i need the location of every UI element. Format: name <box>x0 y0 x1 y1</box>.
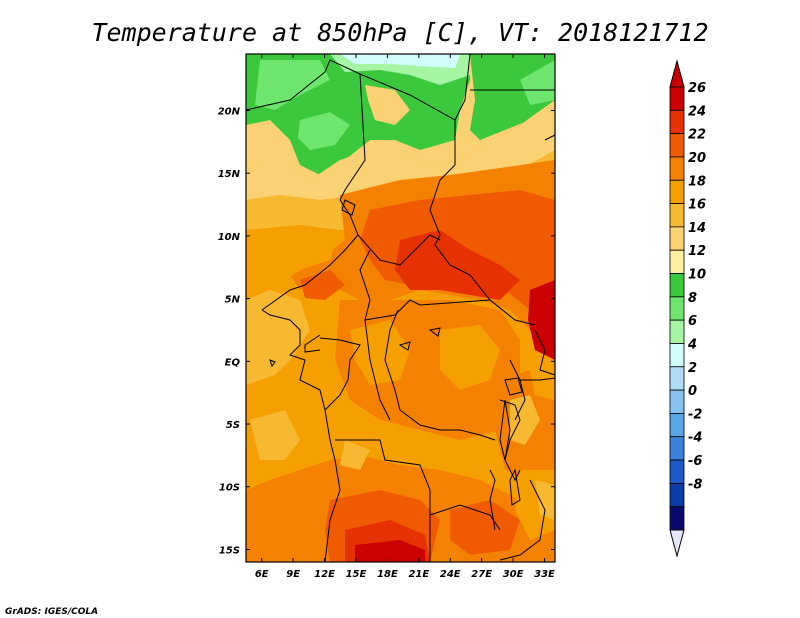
colorbar-label: 22 <box>688 128 706 143</box>
colorbar-swatch <box>669 273 685 298</box>
colorbar-label: -8 <box>688 477 702 492</box>
lon-tick-label: 15E <box>346 569 367 580</box>
lat-tick-label: 5N <box>225 295 241 306</box>
colorbar-over-triangle <box>669 59 685 88</box>
colorbar-label: 4 <box>687 337 697 352</box>
latitude-axis: 20N 15N 10N 5N EQ 5S 10S 15S <box>218 106 555 556</box>
lat-tick-label: 20N <box>218 106 241 117</box>
colorbar-swatch <box>669 296 685 321</box>
colorbar-label: 14 <box>688 221 706 236</box>
colorbar-label: 18 <box>688 174 706 189</box>
grads-credit: GrADS: IGES/COLA <box>5 607 98 617</box>
colorbar-label: 24 <box>688 104 706 119</box>
colorbar-swatch <box>669 413 685 438</box>
longitude-axis: 6E 9E 12E 15E 18E 21E 24E 27E 30E 33E <box>255 54 555 580</box>
colorbar-label: -6 <box>688 454 702 469</box>
colorbar-swatch <box>669 506 685 531</box>
colorbar-label: -2 <box>688 407 702 422</box>
lon-tick-label: 6E <box>255 569 269 580</box>
colorbar-label: 26 <box>688 81 706 96</box>
lakes <box>269 199 523 506</box>
colorbar-swatch <box>669 366 685 391</box>
colorbar-label: 20 <box>688 151 706 166</box>
colorbar-swatch <box>669 86 685 111</box>
colorbar-label: -4 <box>688 431 702 446</box>
lon-tick-label: 33E <box>534 569 555 580</box>
lat-tick-label: EQ <box>225 357 241 368</box>
colorbar-swatch <box>669 343 685 368</box>
colorbar-label: 2 <box>688 361 697 376</box>
colorbar-swatch <box>669 156 685 181</box>
colorbar-swatch <box>669 109 685 135</box>
colorbar-label: 8 <box>688 291 697 306</box>
colorbar-under-triangle <box>669 529 685 558</box>
lon-tick-label: 27E <box>471 569 492 580</box>
colorbar-swatch <box>669 459 685 484</box>
lon-tick-label: 21E <box>408 569 429 580</box>
lon-tick-label: 9E <box>286 569 300 580</box>
figure-title: Temperature at 850hPa [C], VT: 201812171… <box>91 18 708 47</box>
colorbar-label: 10 <box>688 268 706 283</box>
colorbar-swatch <box>669 482 685 508</box>
colorbar-swatch <box>669 319 685 344</box>
colorbar-swatch <box>669 389 685 414</box>
lon-tick-label: 18E <box>377 569 398 580</box>
colorbar-label: 16 <box>688 198 706 213</box>
lon-tick-label: 30E <box>503 569 524 580</box>
colorbar-swatch <box>669 226 685 251</box>
colorbar-swatch <box>669 133 685 158</box>
lon-tick-label: 12E <box>314 569 335 580</box>
colorbar-swatch <box>669 179 685 204</box>
lat-tick-label: 10S <box>219 483 240 494</box>
country-borders <box>245 53 556 563</box>
colorbar-label: 6 <box>688 314 697 329</box>
colorbar-label: 0 <box>688 384 697 399</box>
lat-tick-label: 15S <box>219 545 240 556</box>
lat-tick-label: 15N <box>218 169 241 180</box>
colorbar-label: 12 <box>688 244 706 259</box>
colorbar-swatch <box>669 203 685 228</box>
lon-tick-label: 24E <box>440 569 461 580</box>
lat-tick-label: 5S <box>226 420 240 431</box>
temperature-field <box>245 53 556 563</box>
colorbar-swatch <box>669 436 685 461</box>
lat-tick-label: 10N <box>218 232 241 243</box>
map-frame <box>245 53 556 563</box>
colorbar-swatch <box>669 249 685 274</box>
